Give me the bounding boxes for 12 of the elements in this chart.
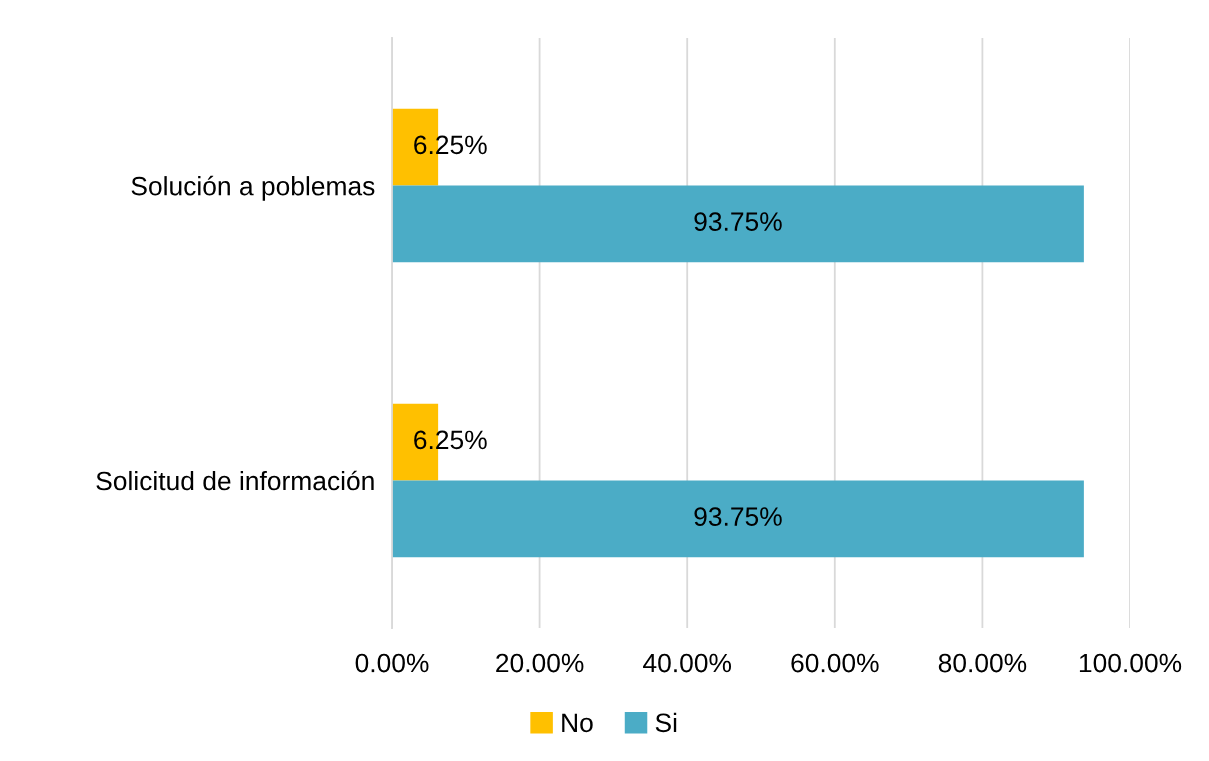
x-tick-label: 80.00% <box>938 653 1027 673</box>
data-label: 93.75% <box>694 507 782 526</box>
data-label: 93.75% <box>694 212 782 231</box>
x-tick-label: 0.00% <box>355 653 429 673</box>
y-tick-label: Solicitud de información <box>96 470 374 491</box>
legend-label: Si <box>655 712 677 733</box>
x-tick-label: 20.00% <box>496 653 584 673</box>
y-tick-label: Solución a poblemas <box>131 175 375 201</box>
x-tick-label: 100.00% <box>1079 653 1182 673</box>
x-tick-label: 40.00% <box>643 653 732 673</box>
x-tick-label: 60.00% <box>791 653 879 673</box>
legend-label: No <box>562 713 593 733</box>
